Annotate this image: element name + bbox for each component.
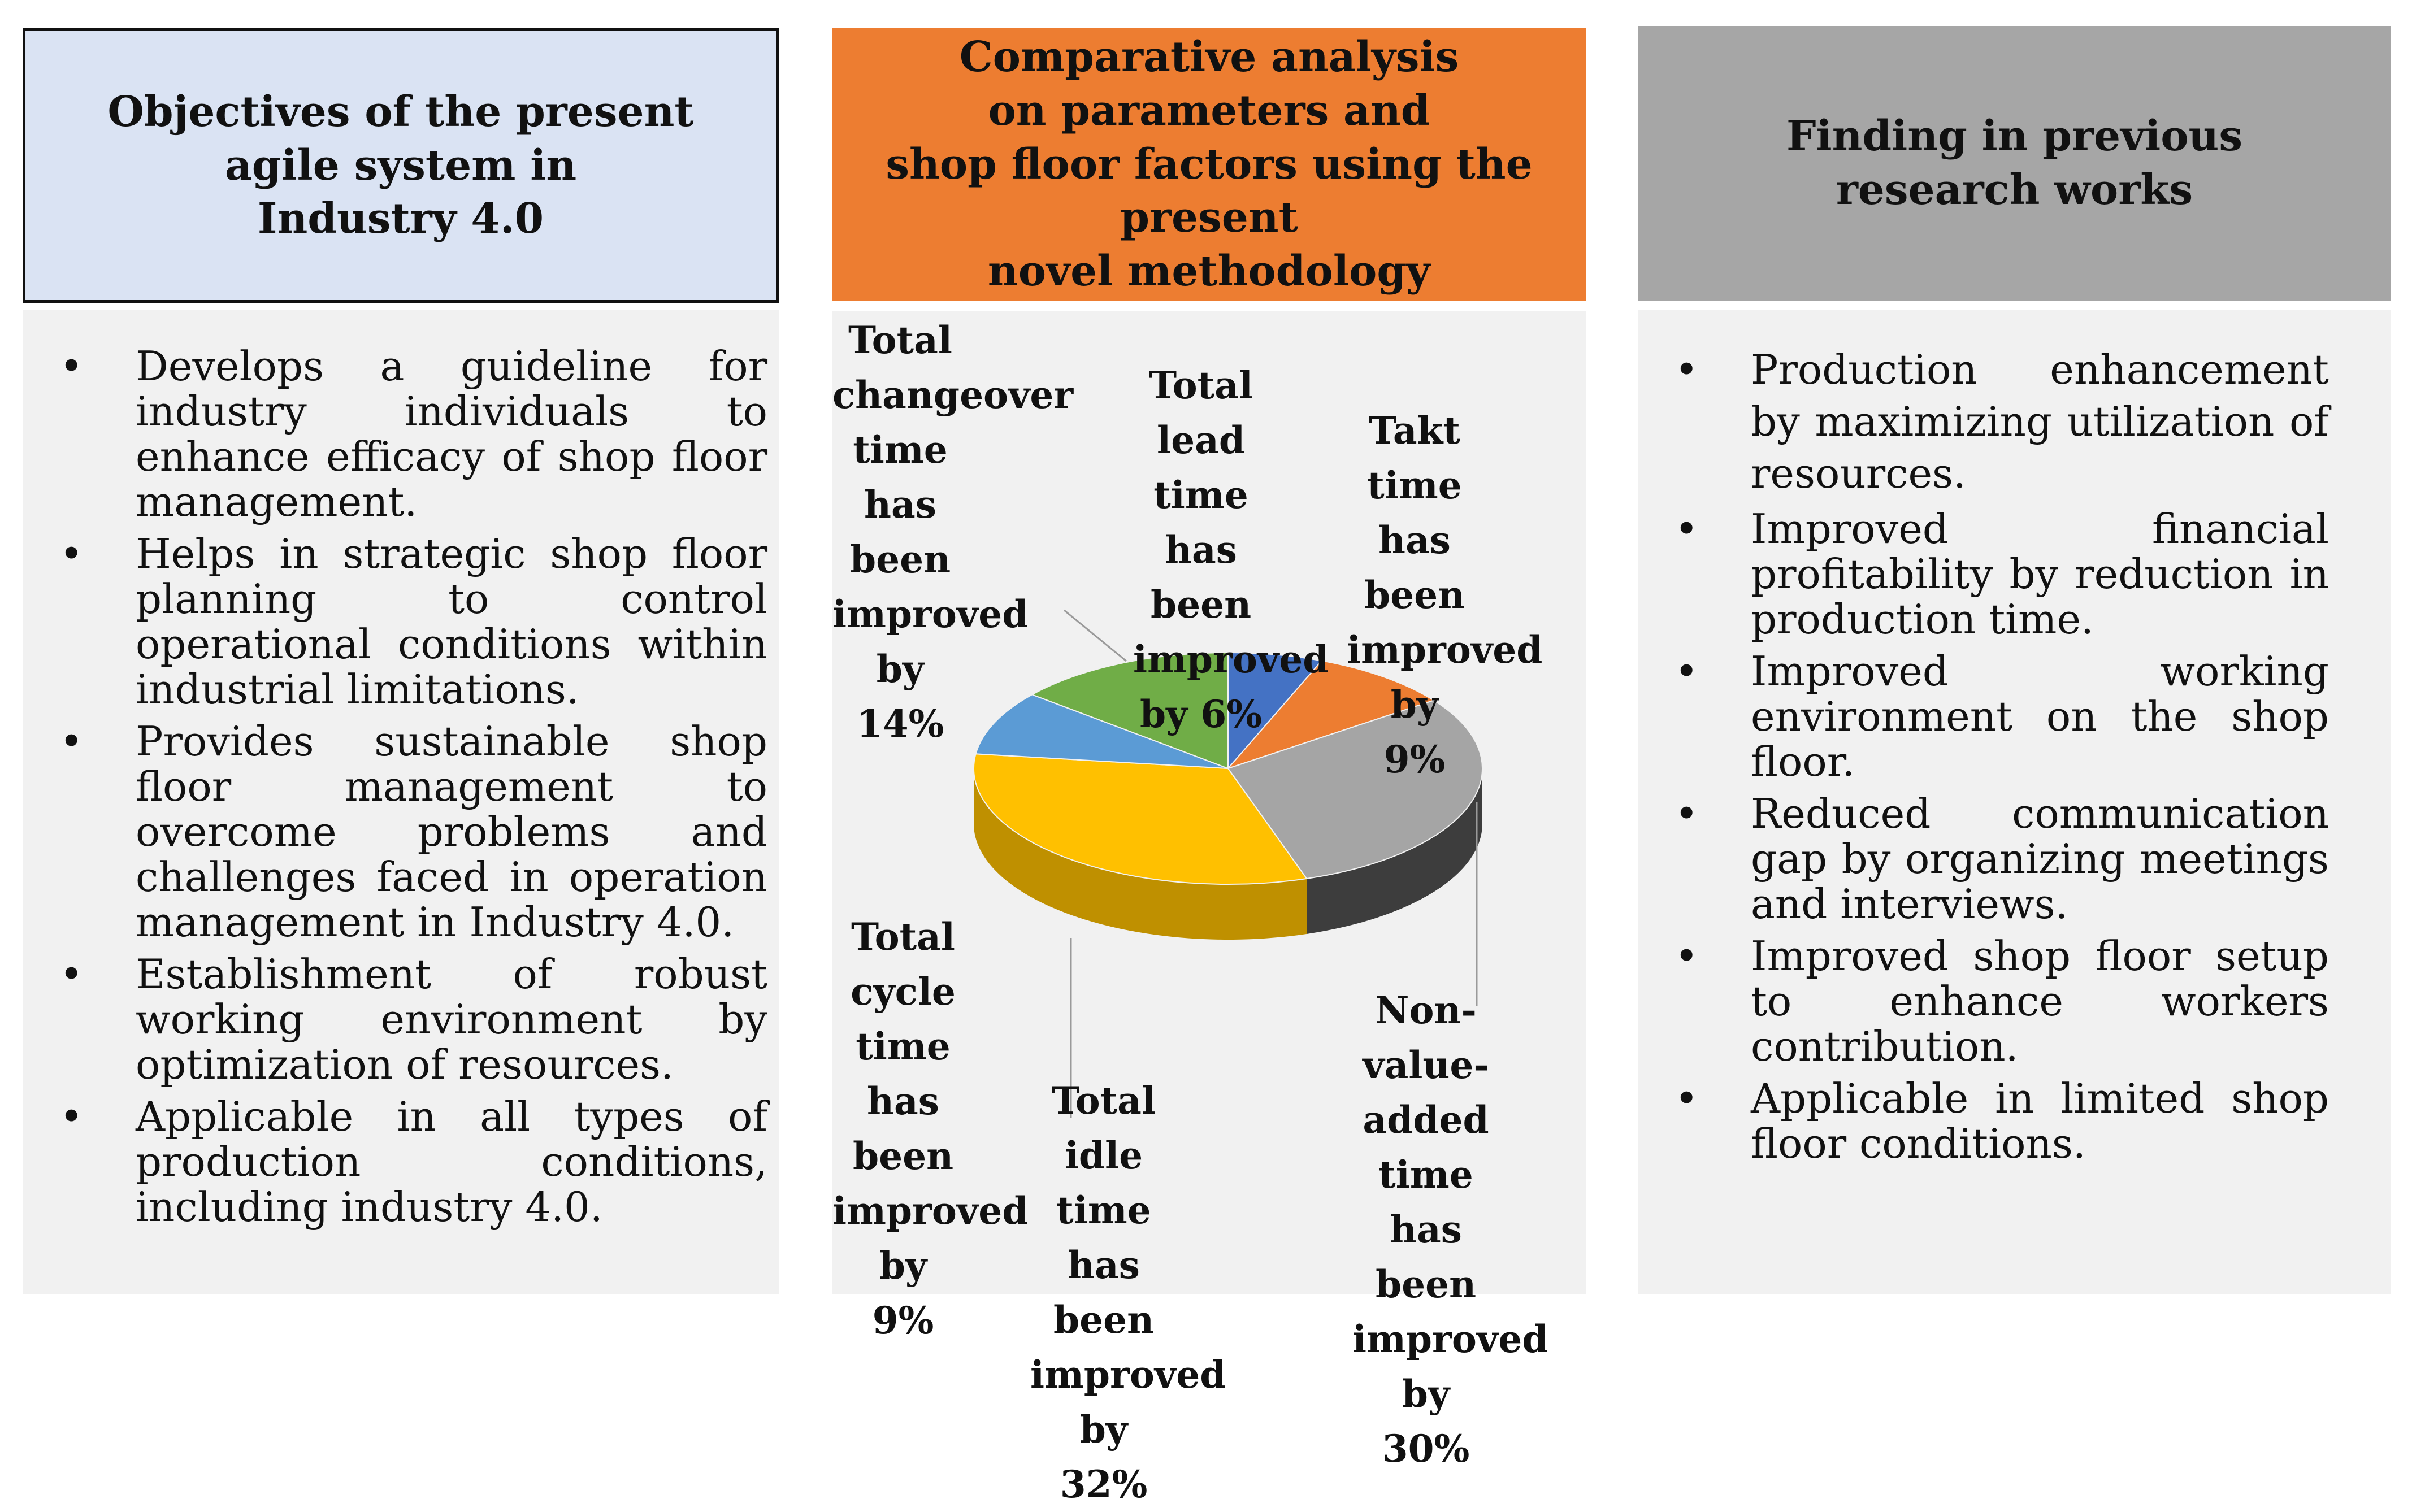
finding-item: • Improved financial profitability by red… xyxy=(1674,506,2329,642)
bullet-icon: • xyxy=(1674,346,1699,393)
finding-item: • Reduced communication gap by organizing… xyxy=(1674,791,2329,927)
pie-slice xyxy=(1226,660,1435,770)
comparative-chart-panel: Total changeover time has been improved … xyxy=(832,311,1586,1506)
objective-text: Provides sustainable shop floor manageme… xyxy=(136,718,767,946)
finding-text: Applicable in limited shop floor conditi… xyxy=(1751,1075,2329,1167)
bullet-icon: • xyxy=(59,1093,84,1140)
objective-text: Develops a guideline for industry indivi… xyxy=(136,342,767,525)
objective-text: Applicable in all types of production co… xyxy=(136,1093,767,1231)
bullet-icon: • xyxy=(59,718,84,765)
bullet-icon: • xyxy=(1674,790,1699,837)
bullet-icon: • xyxy=(1674,932,1699,980)
pie-slice xyxy=(1227,651,1323,770)
pie-label-changeover: Total changeover time has been improved … xyxy=(832,318,1074,746)
pie-label-lead-time: Total lead time has been improved by 6% xyxy=(1133,363,1329,736)
findings-panel: • Production enhancement by maximizing ut… xyxy=(1638,310,2391,1294)
objective-item: • Establishment of robust working environ… xyxy=(59,951,767,1087)
pie-label-non-value-added: Non-value- added time has been improved … xyxy=(1352,988,1548,1471)
bullet-icon: • xyxy=(59,342,84,390)
bullet-icon: • xyxy=(59,530,84,577)
objectives-panel: • Develops a guideline for industry indiv… xyxy=(23,310,779,1294)
comparative-analysis-header: Comparative analysis on parameters and s… xyxy=(832,28,1586,301)
finding-text: Improved shop floor setup to enhance wor… xyxy=(1751,932,2329,1070)
bullet-icon: • xyxy=(1674,1075,1699,1122)
finding-text: Improved financial profitability by redu… xyxy=(1751,505,2329,643)
pie-slice-side xyxy=(1307,768,1482,934)
pie-slice-side xyxy=(974,768,1307,940)
bullet-icon: • xyxy=(1674,505,1699,553)
objective-text: Establishment of robust working environm… xyxy=(136,950,767,1088)
objectives-list: • Develops a guideline for industry indiv… xyxy=(59,344,767,1229)
bullet-icon: • xyxy=(59,950,84,998)
pie-chart xyxy=(973,609,1483,1118)
pie-label-idle-time: Total idle time has been improved by 32% xyxy=(1030,1079,1226,1506)
bullet-icon: • xyxy=(1674,648,1699,695)
pie-slice xyxy=(1030,651,1229,770)
findings-list: • Production enhancement by maximizing ut… xyxy=(1674,344,2329,1166)
finding-item: • Production enhancement by maximizing ut… xyxy=(1674,344,2329,499)
previous-findings-header: Finding in previous research works xyxy=(1638,26,2391,301)
objectives-header: Objectives of the present agile system i… xyxy=(23,28,779,303)
finding-text: Improved working environment on the shop… xyxy=(1751,648,2329,785)
finding-text: Production enhancement by maximizing uti… xyxy=(1751,346,2329,497)
pie-slice xyxy=(973,753,1308,885)
finding-item: • Improved shop floor setup to enhance wo… xyxy=(1674,933,2329,1069)
finding-item: • Applicable in limited shop floor condit… xyxy=(1674,1076,2329,1166)
finding-text: Reduced communication gap by organizing … xyxy=(1751,790,2329,928)
objective-item: • Develops a guideline for industry indiv… xyxy=(59,344,767,524)
pie-slice xyxy=(1227,699,1483,880)
objective-text: Helps in strategic shop floor planning t… xyxy=(136,530,767,713)
pie-label-takt-time: Takt time has been improved by 9% xyxy=(1347,409,1543,781)
objective-item: • Applicable in all types of production c… xyxy=(59,1094,767,1229)
objective-item: • Provides sustainable shop floor managem… xyxy=(59,719,767,945)
pie-slice xyxy=(975,694,1229,769)
finding-item: • Improved working environment on the sho… xyxy=(1674,649,2329,784)
pie-label-cycle-time: Total cycle time has been improved by 9% xyxy=(832,915,1029,1342)
label-leader-line xyxy=(1064,609,1127,662)
objective-item: • Helps in strategic shop floor planning … xyxy=(59,531,767,712)
